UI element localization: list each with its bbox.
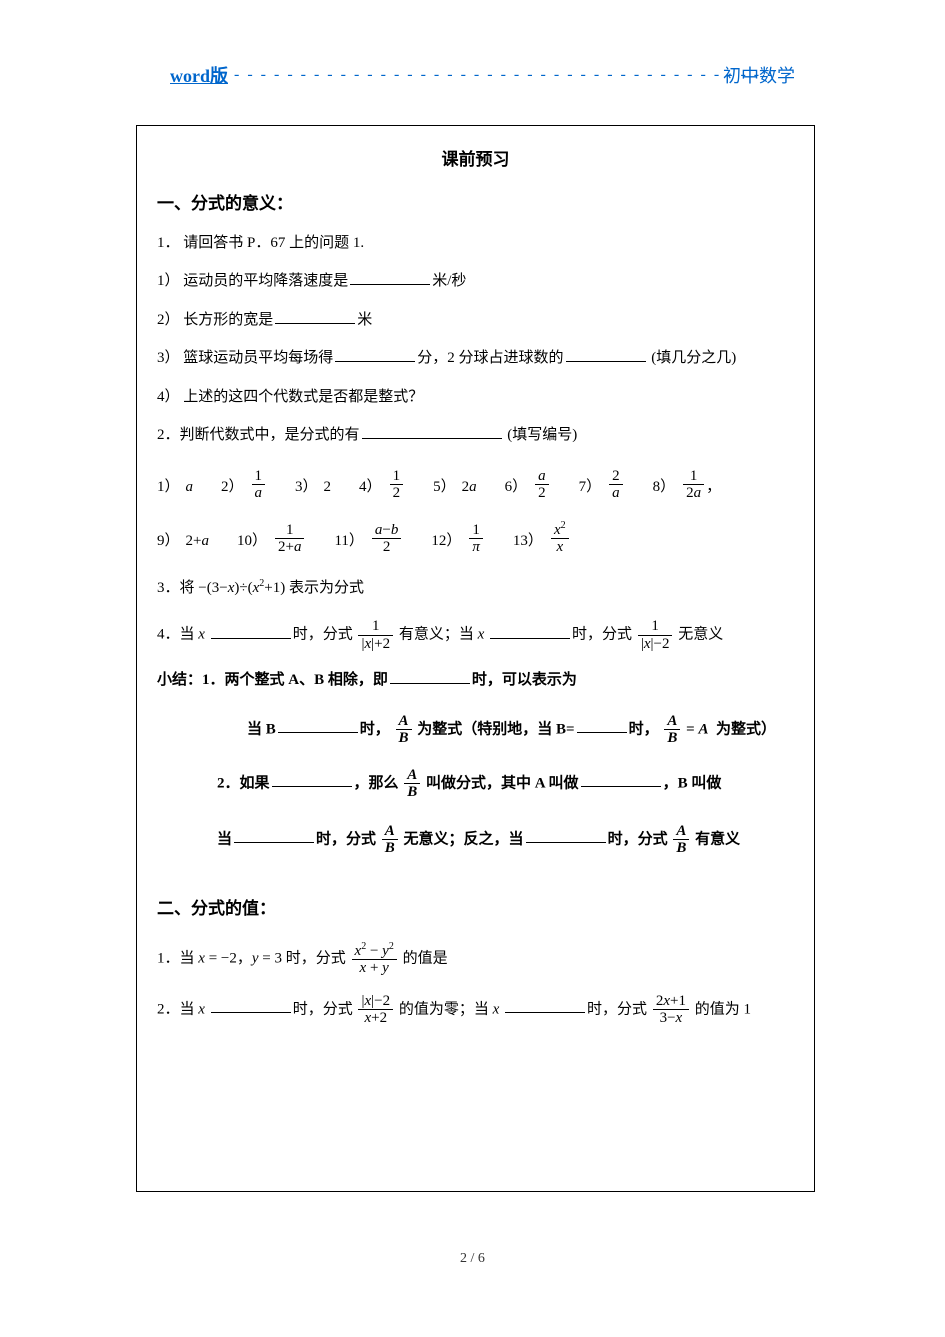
summary-tail: 时，可以表示为 [472,672,577,688]
sum2d: ，B 叫做 [663,775,722,791]
s2q2-d: 时，分式 [587,1001,647,1017]
s2q1-b: 时，分式 [286,950,346,966]
expr-9: 9）2+a [157,527,209,556]
expr-11: 11）a−b2 [334,522,403,556]
summary-head: 小结：1．两个整式 A、B 相除，即 [157,672,388,688]
s2-q1: 1．当 x = −2，y = 3 时，分式 x2 − y2x + y 的值是 [157,941,794,977]
expr-3: 3）2 [295,473,331,502]
sum3b: 时，分式 [316,831,376,847]
header-left: word版 [170,62,228,88]
blank [490,625,570,639]
q1-4: 4） 上述的这四个代数式是否都是整式？ [157,383,794,412]
blank [577,719,627,733]
expr-1: 1）a [157,473,193,502]
page-footer: 2 / 6 [0,1251,945,1267]
blank [505,999,585,1013]
q1-2-b: 米 [357,312,372,328]
header-right: 初中数学 [723,62,795,88]
q4-a: 4．当 [157,627,195,643]
page-title: 课前预习 [157,144,794,176]
sum2b: ，那么 [354,775,399,791]
expr-13: 13）x2x [513,520,571,556]
summary-1: 小结：1．两个整式 A、B 相除，即 时，可以表示为 [157,666,794,695]
blank [350,271,430,285]
expr-2: 2）1a [221,468,267,502]
s2q2-a: 2．当 [157,1001,195,1017]
sum1a: 当 B [247,721,276,737]
summary-1b: 当 B时， AB 为整式（特别地，当 B=时， AB = A 为整式） [157,713,794,747]
q3-b: 表示为分式 [289,580,364,596]
s2q1-c: 的值是 [403,950,448,966]
expr-12: 12）1π [431,522,485,556]
blank [390,670,470,684]
section-1-head: 一、分式的意义： [157,188,794,220]
blank [362,425,502,439]
blank [211,625,291,639]
sum1b: 时， [360,721,390,737]
q2-b: (填写编号) [507,427,577,443]
blank [581,773,661,787]
sum3e: 有意义 [695,831,740,847]
q1-3-b: 分，2 分球占进球数的 [417,350,563,366]
blank [234,829,314,843]
q3: 3．将 −(3−x)÷(x2+1) 表示为分式 [157,574,794,603]
blank [211,999,291,1013]
sum1d: 时， [629,721,659,737]
q1-1: 1） 运动员的平均降落速度是 米/秒 [157,267,794,296]
sum1c: 为整式（特别地，当 B= [417,721,574,737]
expr-10: 10）12+a [237,522,306,556]
q1-3-c: (填几分之几) [651,350,736,366]
blank [526,829,606,843]
page-header: word版 - - - - - - - - - - - - - - - - - … [170,62,795,88]
q1-1-a: 1） 运动员的平均降落速度是 [157,273,348,289]
s2q1-a: 1．当 [157,950,195,966]
q4: 4．当 x 时，分式 1|x|+2 有意义；当 x 时，分式 1|x|−2 无意… [157,618,794,652]
section-2-head: 二、分式的值： [157,893,794,925]
sum3d: 时，分式 [608,831,668,847]
sum1e: 为整式） [716,721,776,737]
summary-3: 当时，分式 AB 无意义；反之，当时，分式 AB 有意义 [157,823,794,857]
expr-4: 4）12 [359,468,405,502]
expr-row-2: 9）2+a 10）12+a 11）a−b2 12）1π 13）x2x [157,520,794,556]
q2: 2．判断代数式中，是分式的有 (填写编号) [157,421,794,450]
s2q2-c: 的值为零；当 [399,1001,489,1017]
expr-7: 7）2a [579,468,625,502]
q4-d: 时，分式 [572,627,632,643]
q4-b: 时，分式 [293,627,353,643]
s2q2-b: 时，分式 [293,1001,353,1017]
q4-e: 无意义 [678,627,723,643]
sum3a: 当 [217,831,232,847]
q1-3: 3） 篮球运动员平均每场得 分，2 分球占进球数的 (填几分之几) [157,344,794,373]
s2-q2: 2．当 x 时，分式 |x|−2x+2 的值为零；当 x 时，分式 2x+13−… [157,993,794,1027]
q2-a: 2．判断代数式中，是分式的有 [157,427,360,443]
q1-2-a: 2） 长方形的宽是 [157,312,273,328]
blank [272,773,352,787]
header-dashes: - - - - - - - - - - - - - - - - - - - - … [234,66,789,84]
sum2a: 2．如果 [217,775,270,791]
blank [278,719,358,733]
q1-2: 2） 长方形的宽是 米 [157,306,794,335]
s2q2-e: 的值为 1 [695,1001,751,1017]
q1: 1． 请回答书 P．67 上的问题 1. [157,229,794,258]
q1-3-a: 3） 篮球运动员平均每场得 [157,350,333,366]
q4-c: 有意义；当 [399,627,474,643]
expr-8: 8）12a， [653,468,722,502]
summary-2: 2．如果，那么 AB 叫做分式，其中 A 叫做，B 叫做 [157,767,794,801]
blank [275,310,355,324]
sum2c: 叫做分式，其中 A 叫做 [426,775,579,791]
q3-a: 3．将 [157,580,195,596]
expr-6: 6）a2 [505,468,551,502]
q1-1-b: 米/秒 [432,273,466,289]
content-box: 课前预习 一、分式的意义： 1． 请回答书 P．67 上的问题 1. 1） 运动… [136,125,815,1192]
blank [335,348,415,362]
expr-5: 5）2a [433,473,477,502]
sum3c: 无意义；反之，当 [404,831,524,847]
blank [566,348,646,362]
expr-row-1: 1）a 2）1a 3）2 4）12 5）2a 6）a2 7）2a 8）12a， [157,468,794,502]
